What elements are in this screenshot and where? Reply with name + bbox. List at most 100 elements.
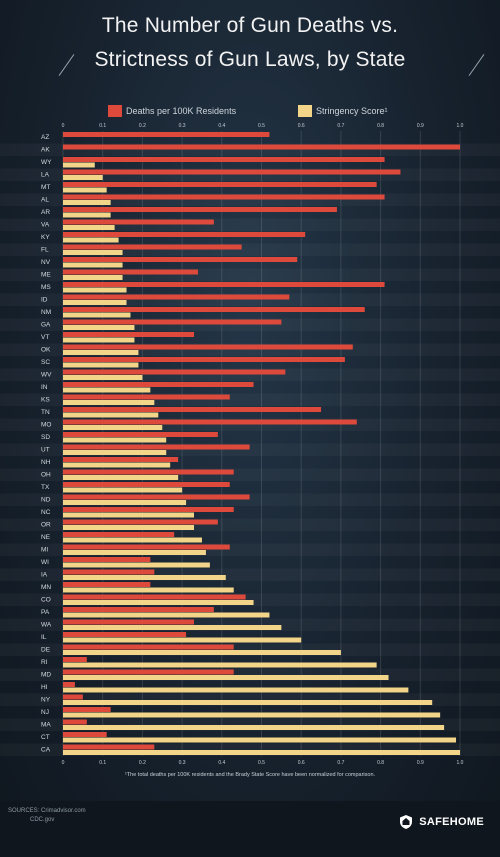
legend-item-deaths: Deaths per 100K Residents <box>108 104 236 118</box>
bar-score <box>63 250 123 255</box>
state-label: GA <box>41 322 51 329</box>
bar-deaths <box>63 182 377 187</box>
bar-deaths <box>63 282 385 287</box>
source-line-1: SOURCES: Crimadvisor.com <box>8 808 86 814</box>
bar-score <box>63 400 155 405</box>
x-tick-label-top: 0.9 <box>417 123 424 129</box>
bar-deaths <box>63 719 87 725</box>
bar-score <box>63 487 183 493</box>
state-label: CO <box>41 597 51 604</box>
state-label: OR <box>41 522 51 529</box>
bar-score <box>63 687 409 693</box>
bar-deaths <box>63 494 250 500</box>
bar-score <box>63 475 179 480</box>
footer: SOURCES: Crimadvisor.com CDC.gov SAFEHOM… <box>0 801 500 857</box>
bar-deaths <box>63 619 195 625</box>
x-tick-label-top: 0.4 <box>218 123 225 129</box>
state-label: ND <box>41 497 51 504</box>
state-label: FL <box>41 247 49 254</box>
state-label: MA <box>41 722 51 729</box>
bar-score <box>63 675 389 680</box>
bar-deaths <box>63 407 322 412</box>
bar-score <box>63 650 341 655</box>
bar-deaths <box>63 569 155 575</box>
x-tick-label-top: 0.1 <box>99 123 106 129</box>
bar-deaths <box>63 507 234 512</box>
bar-deaths <box>63 307 365 312</box>
bar-deaths <box>63 732 107 737</box>
state-label: SC <box>41 359 50 366</box>
state-label: UT <box>41 447 50 454</box>
bar-score <box>63 350 139 355</box>
x-tick-label-top: 1.0 <box>457 123 464 129</box>
x-tick-label-top: 0.5 <box>258 123 265 129</box>
bar-deaths <box>63 369 286 375</box>
bar-deaths <box>63 207 337 212</box>
title-line-2: Strictness of Gun Laws, by State <box>94 48 406 71</box>
bar-deaths <box>63 482 230 487</box>
bar-score <box>63 575 226 580</box>
bar-deaths <box>63 694 83 700</box>
bar-deaths <box>63 682 75 687</box>
bar-score <box>63 512 195 518</box>
state-label: ID <box>41 297 48 304</box>
bar-deaths <box>63 257 298 262</box>
x-tick-label-bottom: 0.3 <box>179 760 186 766</box>
state-label: NM <box>41 309 51 316</box>
x-tick-label-top: 0 <box>62 123 65 129</box>
bar-score <box>63 200 111 205</box>
bar-deaths <box>63 644 234 650</box>
bar-score <box>63 500 187 505</box>
sources: SOURCES: Crimadvisor.com CDC.gov <box>8 807 86 825</box>
state-label: MO <box>41 422 51 429</box>
bar-deaths <box>63 669 234 675</box>
legend: Deaths per 100K Residents Stringency Sco… <box>0 104 500 120</box>
state-label: WY <box>41 159 52 166</box>
x-tick-label-bottom: 0.6 <box>298 760 305 766</box>
bar-score <box>63 412 159 418</box>
x-tick-label-bottom: 0.1 <box>99 760 106 766</box>
state-label: KS <box>41 397 50 404</box>
x-tick-label-bottom: 0.7 <box>337 760 344 766</box>
bar-deaths <box>63 557 151 562</box>
bar-deaths <box>63 332 195 337</box>
x-tick-label-top: 0.2 <box>139 123 146 129</box>
bar-deaths <box>63 169 401 175</box>
footnote: ¹The total deaths per 100K residents and… <box>124 772 376 778</box>
bar-deaths <box>63 157 385 162</box>
state-label: ME <box>41 272 51 279</box>
bar-deaths <box>63 232 306 237</box>
bar-score <box>63 312 131 318</box>
bar-deaths <box>63 294 290 300</box>
state-label: VT <box>41 334 49 341</box>
shield-icon <box>400 815 413 829</box>
bar-deaths <box>63 532 175 537</box>
bar-score <box>63 612 270 618</box>
bar-score <box>63 550 206 555</box>
bar-score <box>63 700 433 705</box>
state-label: MI <box>41 547 48 554</box>
bar-deaths <box>63 469 234 475</box>
state-label: WV <box>41 372 52 379</box>
state-label: AL <box>41 197 49 204</box>
bar-score <box>63 725 445 730</box>
bar-deaths <box>63 219 214 225</box>
bar-deaths <box>63 382 254 387</box>
bar-deaths <box>63 394 230 400</box>
bar-score <box>63 387 151 393</box>
state-label: MD <box>41 672 51 679</box>
state-label: OH <box>41 472 51 479</box>
state-label: IL <box>41 634 47 641</box>
state-label: IN <box>41 384 48 391</box>
bar-score <box>63 712 441 718</box>
state-label: AZ <box>41 134 49 141</box>
bar-score <box>63 425 163 430</box>
x-tick-label-top: 0.6 <box>298 123 305 129</box>
bar-score <box>63 325 135 330</box>
bar-score <box>63 162 95 168</box>
bar-deaths <box>63 144 460 150</box>
x-tick-label-top: 0.8 <box>377 123 384 129</box>
bar-score <box>63 750 460 755</box>
bar-score <box>63 450 167 455</box>
legend-swatch-score <box>298 105 312 117</box>
